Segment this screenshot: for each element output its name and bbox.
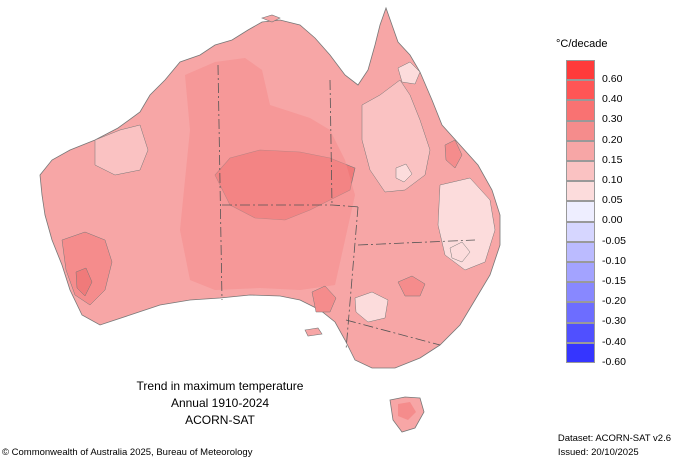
legend-label: -0.30 <box>602 315 626 328</box>
legend-label: 0.10 <box>602 174 623 186</box>
legend-swatch <box>566 60 595 81</box>
southeast-light-zone <box>354 291 389 323</box>
legend-swatch <box>566 120 595 141</box>
west-low-trend-zone <box>94 124 149 176</box>
map-title: Trend in maximum temperature Annual 1910… <box>120 378 320 429</box>
legend-label: -0.10 <box>602 254 626 267</box>
title-line-3: ACORN-SAT <box>185 413 255 427</box>
southeast-mid-zone <box>397 275 426 297</box>
east-low-trend-zone <box>361 79 431 193</box>
southwest-zone <box>61 231 113 306</box>
tasmania-core <box>398 402 416 420</box>
legend-label: 0.15 <box>602 153 623 166</box>
queensland-spot <box>395 163 413 183</box>
state-borders <box>217 64 476 351</box>
kangaroo-island <box>304 327 323 337</box>
title-line-2: Annual 1910-2024 <box>170 396 270 410</box>
legend-label: 0.00 <box>602 214 623 227</box>
legend-label: -0.15 <box>602 275 626 287</box>
legend-swatch <box>566 322 595 343</box>
legend-label: 0.20 <box>602 133 623 146</box>
legend-label: 0.60 <box>602 73 623 85</box>
northeast-spot <box>397 61 421 85</box>
copyright-text: © Commonwealth of Australia 2025, Bureau… <box>2 447 253 458</box>
legend-swatch <box>566 241 595 262</box>
mid-trend-zone <box>180 58 355 290</box>
issued-label: Issued: 20/10/2025 <box>557 447 639 458</box>
legend-swatch <box>566 161 595 182</box>
title-line-1: Trend in maximum temperature <box>136 379 304 393</box>
legend-label: 0.05 <box>602 194 623 207</box>
legend-unit: °C/decade <box>556 38 608 50</box>
legend-swatch <box>566 100 595 121</box>
dataset-info: Dataset: ACORN-SAT v2.6 Issued: 20/10/20… <box>558 432 671 460</box>
tiwi-islands <box>261 14 281 23</box>
legend-label: 0.40 <box>602 93 623 106</box>
sa-gulf-zone <box>311 285 337 313</box>
legend-swatch <box>566 80 595 101</box>
legend-swatch <box>566 140 595 161</box>
legend-swatch <box>566 282 595 303</box>
legend-swatch <box>566 181 595 202</box>
legend-swatch <box>566 201 595 222</box>
southwest-core <box>75 267 93 297</box>
legend-swatch <box>566 221 595 242</box>
legend-label: 0.30 <box>602 113 623 126</box>
legend-label: -0.05 <box>602 234 626 247</box>
legend-swatch <box>566 302 595 323</box>
legend-swatch <box>566 262 595 283</box>
dataset-label: Dataset: ACORN-SAT v2.6 <box>557 433 671 444</box>
qld-coast-mid <box>444 139 463 169</box>
legend-swatch <box>566 342 595 363</box>
legend-label: -0.40 <box>602 335 626 348</box>
legend-label: -0.60 <box>602 355 626 368</box>
legend-label: -0.20 <box>602 295 626 308</box>
nsw-spot <box>449 241 471 263</box>
